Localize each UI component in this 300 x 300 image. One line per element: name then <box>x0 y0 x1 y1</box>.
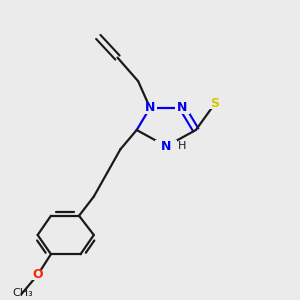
Text: N: N <box>177 101 188 114</box>
FancyBboxPatch shape <box>176 102 190 114</box>
Text: CH₃: CH₃ <box>13 288 33 298</box>
FancyBboxPatch shape <box>32 270 43 280</box>
FancyBboxPatch shape <box>143 102 157 114</box>
Text: O: O <box>32 268 43 281</box>
Text: N: N <box>161 140 172 153</box>
Text: H: H <box>178 141 187 151</box>
FancyBboxPatch shape <box>155 140 177 152</box>
Text: N: N <box>145 101 155 114</box>
Text: S: S <box>211 97 220 110</box>
FancyBboxPatch shape <box>209 98 221 109</box>
